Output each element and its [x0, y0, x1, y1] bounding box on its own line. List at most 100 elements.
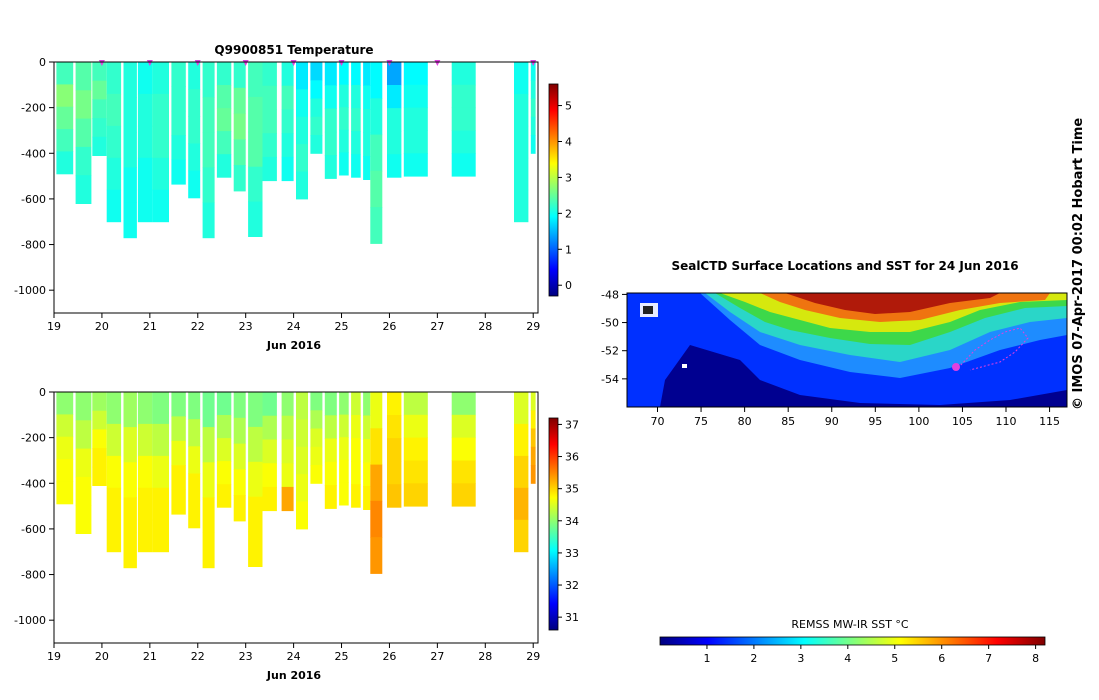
temperature-cell [451, 62, 476, 86]
temperature-cell [171, 62, 186, 87]
seal-track-path [957, 327, 1029, 371]
temperature-cell [339, 152, 349, 176]
salinity-cell [56, 459, 74, 482]
temperature-cell [403, 62, 428, 86]
salinity-cell [123, 497, 137, 533]
sst-x-tick-label: 85 [781, 415, 795, 428]
seal-track [640, 303, 1029, 371]
sst-colorbar-tick-label: 3 [797, 652, 804, 665]
temperature-cell [363, 85, 371, 110]
salinity-cell [530, 428, 536, 448]
sst-deep-cold [660, 345, 1067, 407]
salinity-cell [351, 461, 361, 485]
temperature-cell [530, 80, 536, 100]
temperature-cell [370, 98, 383, 136]
temperature-cell [387, 131, 402, 155]
salinity-cell [106, 392, 122, 425]
temperature-x-tick-label: 26 [382, 320, 396, 333]
salinity-cell [56, 481, 74, 505]
temperature-cell [137, 93, 153, 127]
salinity-cell [370, 464, 383, 502]
temperature-cell [123, 132, 137, 168]
temperature-cell [514, 62, 529, 95]
temperature-cell [152, 93, 169, 127]
temperature-xlabel: Jun 2016 [266, 339, 322, 352]
temperature-cell [530, 98, 536, 118]
salinity-cell [451, 483, 476, 507]
sst-x-tick-label: 80 [738, 415, 752, 428]
salinity-x-tick-label: 27 [430, 650, 444, 663]
temperature-x-tick-label: 29 [526, 320, 540, 333]
temperature-y-tick-label: -400 [21, 147, 46, 160]
temperature-colorbar [548, 83, 559, 297]
sst-colorbar-label: REMSS MW-IR SST °C [791, 618, 909, 631]
salinity-cell [106, 487, 122, 521]
temperature-colorbar-tick-label: 5 [565, 100, 572, 113]
salinity-cell [370, 537, 383, 574]
sst-hottest-water [785, 293, 1000, 314]
salinity-cell [123, 462, 137, 498]
temperature-cell [202, 62, 215, 98]
temperature-colorbar-tick-label: 3 [565, 171, 572, 184]
salinity-cell [310, 446, 323, 466]
temperature-cell [75, 90, 92, 120]
salinity-cell [188, 392, 201, 420]
salinity-cell [324, 392, 337, 416]
salinity-cell [387, 461, 402, 485]
sst-colorbar-tick-label: 1 [703, 652, 710, 665]
sst-x-tick-label: 105 [952, 415, 973, 428]
salinity-cell [137, 423, 153, 457]
salinity-cell [248, 392, 263, 428]
salinity-cell [248, 426, 263, 463]
temperature-cell [123, 97, 137, 133]
temperature-cell [296, 116, 308, 145]
salinity-cell [339, 482, 349, 506]
temperature-cell [370, 62, 383, 99]
temperature-y-tick-label: -600 [21, 193, 46, 206]
temperature-cell [75, 62, 92, 91]
salinity-cell [403, 414, 428, 439]
temperature-cell [216, 62, 232, 86]
salinity-cell [351, 415, 361, 439]
temperature-cell [310, 116, 323, 136]
temperature-cell [92, 136, 107, 156]
salinity-cell [281, 463, 294, 488]
temperature-cell [363, 156, 371, 180]
temperature-cell [92, 80, 107, 100]
temperature-cell [202, 132, 215, 168]
temperature-cell [296, 144, 308, 172]
salinity-colorbar-tick-label: 37 [565, 418, 579, 431]
temperature-cell [248, 131, 263, 168]
temperature-cell [370, 170, 383, 208]
sst-colorbar-ticks: 1 2 3 4 5 6 7 8 [703, 645, 1039, 665]
temperature-cell [233, 139, 246, 166]
salinity-cell [262, 486, 277, 512]
temperature-x-tick-label: 27 [430, 320, 444, 333]
temperature-cell [363, 62, 371, 86]
temperature-y-tick-label: -800 [21, 239, 46, 252]
salinity-cell [171, 392, 186, 417]
salinity-cell [202, 392, 215, 428]
salinity-cell [387, 392, 402, 416]
salinity-colorbar-tick-label: 33 [565, 547, 579, 560]
sst-x-tick-label: 95 [868, 415, 882, 428]
sst-y-tick-label: -54 [601, 373, 619, 386]
salinity-cell [296, 446, 308, 475]
temperature-x-tick-label: 21 [143, 320, 157, 333]
salinity-cell [262, 439, 277, 464]
salinity-cell [514, 519, 529, 553]
salinity-cell [233, 417, 246, 445]
salinity-cell [296, 501, 308, 530]
temperature-cell [137, 62, 153, 95]
temperature-cell [403, 107, 428, 131]
temperature-cell [403, 153, 428, 177]
temperature-cell [514, 125, 529, 159]
salinity-x-tick-label: 23 [239, 650, 253, 663]
temperature-cell [530, 62, 536, 81]
temperature-cell [248, 201, 263, 237]
salinity-cell [171, 489, 186, 515]
temperature-cell [310, 98, 323, 118]
sst-x-tick-label: 75 [694, 415, 708, 428]
salinity-cell [363, 486, 371, 510]
